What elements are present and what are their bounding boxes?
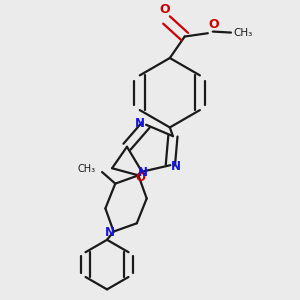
Text: N: N	[171, 160, 181, 173]
Text: N: N	[135, 117, 145, 130]
Text: N: N	[105, 226, 115, 239]
Text: N: N	[137, 166, 147, 179]
Text: O: O	[160, 3, 170, 16]
Text: CH₃: CH₃	[234, 28, 253, 38]
Text: CH₃: CH₃	[77, 164, 95, 174]
Text: O: O	[209, 18, 220, 31]
Text: O: O	[135, 171, 145, 184]
